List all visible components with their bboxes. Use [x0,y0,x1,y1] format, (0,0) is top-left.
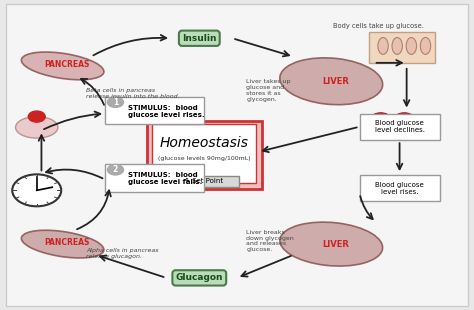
Circle shape [108,97,123,107]
Ellipse shape [395,177,414,188]
Text: Liver breaks
down glycogen
and releases
glucose.: Liver breaks down glycogen and releases … [246,230,294,252]
Text: Liver takes up
glucose and
stores it as
glycogen.: Liver takes up glucose and stores it as … [246,79,291,102]
Ellipse shape [395,113,414,123]
Text: Blood glucose
level rises.: Blood glucose level rises. [375,182,424,195]
Circle shape [28,111,45,122]
Ellipse shape [383,119,402,130]
FancyBboxPatch shape [369,32,435,63]
Ellipse shape [16,117,58,138]
Text: LIVER: LIVER [322,240,349,249]
Text: PANCREAS: PANCREAS [45,238,90,247]
Ellipse shape [371,113,390,123]
Ellipse shape [21,52,104,80]
FancyBboxPatch shape [359,175,439,201]
Text: LIVER: LIVER [322,77,349,86]
Text: Glucagon: Glucagon [175,273,223,282]
Ellipse shape [420,38,431,54]
Ellipse shape [406,38,417,54]
FancyBboxPatch shape [169,175,239,187]
Ellipse shape [280,222,383,266]
Ellipse shape [392,38,402,54]
Text: STIMULUS:  blood
glucose level falls.: STIMULUS: blood glucose level falls. [128,172,202,185]
Text: 1: 1 [113,98,118,107]
Text: Body cells take up glucose.: Body cells take up glucose. [333,23,424,29]
Ellipse shape [383,184,402,194]
Text: STIMULUS:  blood
glucose level rises.: STIMULUS: blood glucose level rises. [128,104,204,117]
FancyBboxPatch shape [359,113,439,140]
Text: Alpha cells in pancreas
release glucagon.: Alpha cells in pancreas release glucagon… [86,248,159,259]
Text: PANCREAS: PANCREAS [45,60,90,69]
FancyBboxPatch shape [6,4,468,306]
Text: (glucose levels 90mg/100mL): (glucose levels 90mg/100mL) [158,156,250,161]
FancyBboxPatch shape [146,121,262,189]
Ellipse shape [371,177,390,188]
FancyBboxPatch shape [105,97,204,124]
FancyBboxPatch shape [105,164,204,192]
Text: ↑ Set Point: ↑ Set Point [184,179,224,184]
Ellipse shape [280,58,383,105]
Text: 2: 2 [113,165,118,174]
Ellipse shape [21,230,104,258]
Circle shape [12,174,61,206]
Text: Homeostasis: Homeostasis [160,136,248,150]
Text: Insulin: Insulin [182,34,217,43]
Ellipse shape [378,38,388,54]
Text: Blood glucose
level declines.: Blood glucose level declines. [374,120,425,133]
Text: Beta cells in pancreas
release insulin into the blood.: Beta cells in pancreas release insulin i… [86,88,180,99]
Circle shape [108,165,123,175]
FancyBboxPatch shape [152,124,256,183]
